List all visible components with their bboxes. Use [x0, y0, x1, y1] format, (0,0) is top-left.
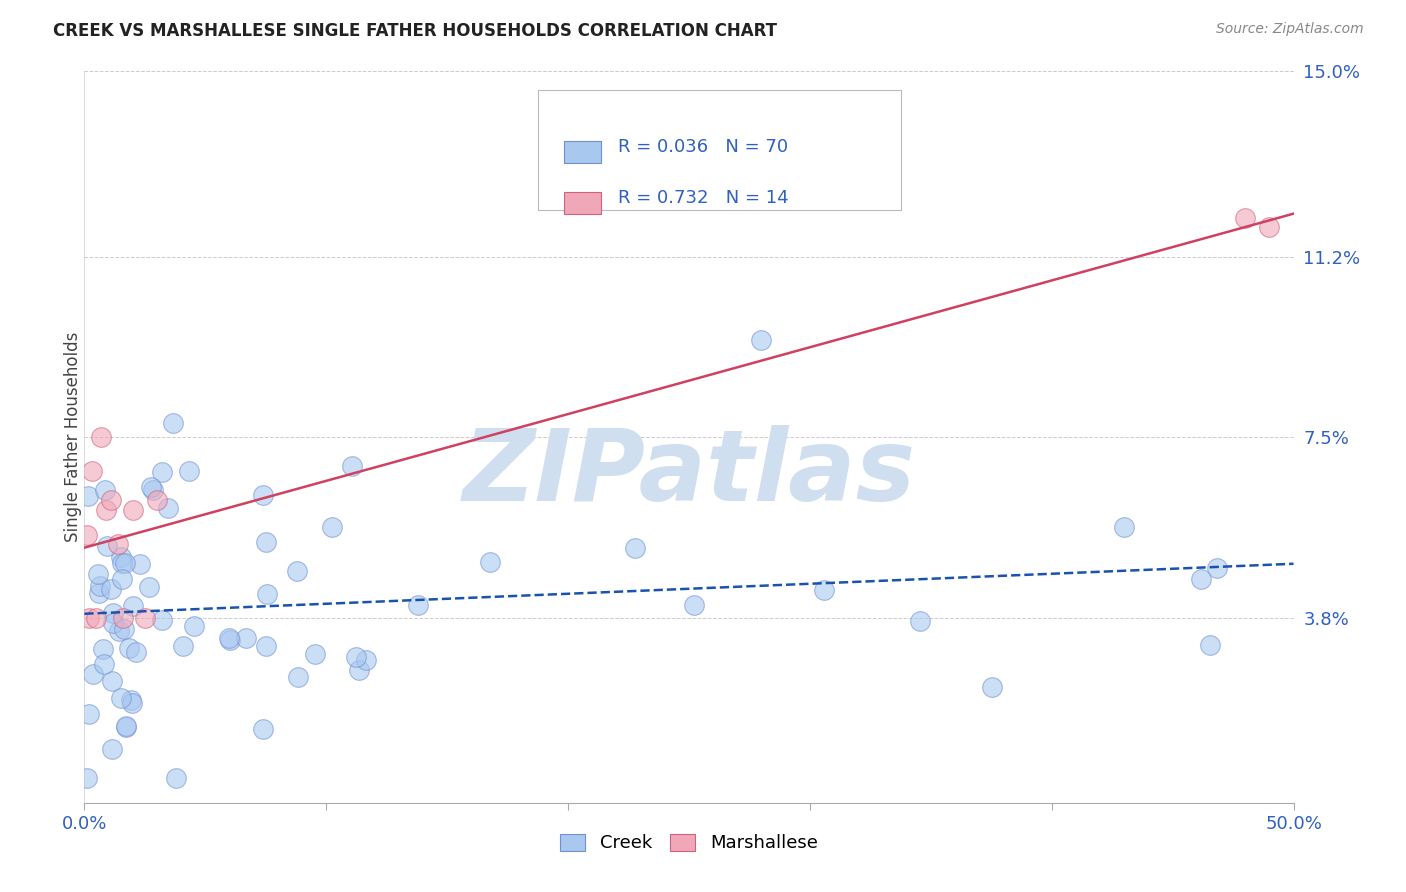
Text: R = 0.036   N = 70: R = 0.036 N = 70	[617, 138, 787, 156]
FancyBboxPatch shape	[564, 141, 600, 162]
Point	[354, 653, 377, 667]
Point	[183, 619, 205, 633]
Point	[1189, 572, 1212, 586]
Point	[1258, 220, 1281, 235]
Point	[114, 556, 136, 570]
Point	[89, 579, 111, 593]
Point	[347, 663, 370, 677]
Point	[115, 720, 138, 734]
Point	[150, 466, 173, 480]
Point	[157, 500, 180, 515]
Point	[1114, 520, 1136, 534]
Point	[96, 539, 118, 553]
Point	[682, 598, 704, 612]
Point	[122, 599, 145, 613]
Point	[112, 622, 135, 636]
Text: Source: ZipAtlas.com: Source: ZipAtlas.com	[1216, 22, 1364, 37]
Text: R = 0.732   N = 14: R = 0.732 N = 14	[617, 189, 789, 207]
Point	[111, 556, 134, 570]
Point	[107, 537, 129, 551]
Point	[321, 520, 343, 534]
Point	[77, 707, 100, 722]
Point	[76, 772, 98, 786]
Point	[82, 667, 104, 681]
Point	[110, 572, 132, 586]
Point	[101, 674, 124, 689]
Point	[235, 631, 257, 645]
Point	[115, 718, 138, 732]
Point	[134, 610, 156, 624]
Point	[87, 567, 110, 582]
Point	[112, 610, 135, 624]
Point	[344, 650, 367, 665]
Point	[93, 657, 115, 671]
Point	[340, 459, 363, 474]
Point	[478, 555, 501, 569]
Point	[91, 641, 114, 656]
Point	[162, 416, 184, 430]
FancyBboxPatch shape	[538, 90, 901, 211]
Point	[1198, 638, 1220, 652]
Point	[252, 722, 274, 736]
Point	[751, 333, 773, 347]
Point	[304, 647, 326, 661]
Point	[121, 503, 143, 517]
Point	[100, 582, 122, 597]
Point	[254, 639, 277, 653]
Y-axis label: Single Father Households: Single Father Households	[65, 332, 82, 542]
Point	[1234, 211, 1257, 225]
Point	[138, 580, 160, 594]
Point	[87, 586, 110, 600]
Point	[165, 772, 187, 786]
Point	[218, 632, 240, 647]
Point	[77, 489, 100, 503]
FancyBboxPatch shape	[564, 192, 600, 213]
Point	[110, 550, 132, 565]
Point	[141, 480, 163, 494]
Point	[254, 535, 277, 549]
Point	[146, 493, 169, 508]
Point	[76, 527, 98, 541]
Point	[1206, 561, 1229, 575]
Point	[110, 690, 132, 705]
Point	[118, 641, 141, 656]
Point	[623, 541, 645, 556]
Point	[813, 582, 835, 597]
Point	[108, 624, 131, 638]
Point	[103, 606, 125, 620]
Point	[179, 464, 201, 478]
Point	[101, 616, 124, 631]
Point	[77, 610, 100, 624]
Legend: Creek, Marshallese: Creek, Marshallese	[553, 826, 825, 860]
Text: ZIPatlas: ZIPatlas	[463, 425, 915, 522]
Point	[981, 681, 1004, 695]
Point	[150, 613, 173, 627]
Point	[256, 587, 278, 601]
Point	[94, 483, 117, 498]
Point	[908, 614, 931, 628]
Point	[285, 564, 308, 578]
Point	[120, 693, 142, 707]
Point	[100, 493, 122, 508]
Point	[406, 599, 429, 613]
Point	[121, 696, 143, 710]
Point	[101, 741, 124, 756]
Point	[125, 645, 148, 659]
Point	[172, 639, 194, 653]
Point	[86, 610, 108, 624]
Point	[80, 464, 103, 478]
Point	[128, 558, 150, 572]
Point	[94, 503, 117, 517]
Point	[287, 670, 309, 684]
Text: CREEK VS MARSHALLESE SINGLE FATHER HOUSEHOLDS CORRELATION CHART: CREEK VS MARSHALLESE SINGLE FATHER HOUSE…	[53, 22, 778, 40]
Point	[142, 483, 165, 498]
Point	[252, 488, 274, 502]
Point	[90, 430, 112, 444]
Point	[218, 631, 240, 645]
